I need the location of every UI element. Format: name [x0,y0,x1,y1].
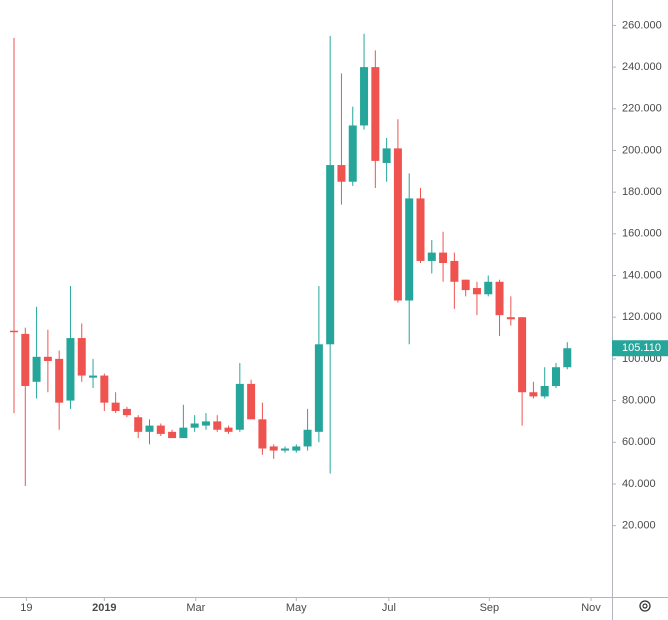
y-tick-label: 60.000 [622,436,656,448]
y-tick-label: 180.000 [622,186,662,198]
candle-body [439,252,448,264]
candle-body [190,423,199,428]
candle-body [461,279,470,291]
candle-body [145,425,154,432]
candle-body [43,356,52,361]
candle-body [405,198,414,301]
candle-body [111,402,120,411]
candle-body [179,427,188,439]
candle-body [89,375,98,378]
candle-body [134,417,143,432]
candle-body [269,446,278,451]
candle-body [337,165,346,182]
settings-icon[interactable] [639,600,651,612]
y-tick-label: 140.000 [622,269,662,281]
candle-body [258,419,267,449]
candle-body [472,288,481,295]
last-price-label: 105.110 [622,342,661,354]
candle-body [10,330,19,333]
candle-body [326,165,335,345]
y-tick-label: 200.000 [622,144,662,156]
last-price-tag [612,340,668,357]
candle-body [348,125,357,182]
x-tick-label: Jul [382,602,396,614]
candle-body [224,427,233,432]
candle-body [292,446,301,451]
candle-body [371,67,380,161]
y-tick-label: 20.000 [622,520,656,532]
candle-body [235,383,244,430]
candle-body [55,358,64,403]
candle-body [77,338,86,376]
candle-body [382,148,391,163]
candle-body [168,431,177,439]
x-tick-label: Mar [186,602,205,614]
candle-body [280,448,289,451]
candle-body [122,408,131,416]
candle-body [156,425,165,434]
x-tick-label: Sep [480,602,500,614]
x-tick-label: 2019 [92,602,116,614]
candle-body [360,67,369,126]
candle-body [416,198,425,261]
candle-body [100,375,109,403]
candle-body [393,148,402,301]
x-tick-label: Nov [581,602,601,614]
y-tick-label: 80.000 [622,394,656,406]
candle-body [427,252,436,261]
candle-body [551,367,560,386]
candle-body [213,421,222,430]
candle-body [518,317,527,393]
candle-body [66,338,75,401]
candle-body [247,383,256,420]
y-tick-label: 240.000 [622,61,662,73]
y-tick-label: 160.000 [622,228,662,240]
y-tick-label: 260.000 [622,19,662,31]
candle-body [495,281,504,316]
candle-body [450,260,459,282]
candle-body [21,333,30,386]
candle-body [540,385,549,397]
y-tick-label: 120.000 [622,311,662,323]
candle-body [484,281,493,295]
x-tick-label: May [286,602,307,614]
candle-body [506,317,515,320]
candle-body [303,429,312,447]
candle-body [563,348,572,368]
y-tick-label: 220.000 [622,103,662,115]
candle-body [201,421,210,426]
candle-body [529,392,538,397]
candle-body [32,356,41,382]
x-tick-label: 19 [20,602,32,614]
y-tick-label: 40.000 [622,478,656,490]
candle-body [314,344,323,432]
